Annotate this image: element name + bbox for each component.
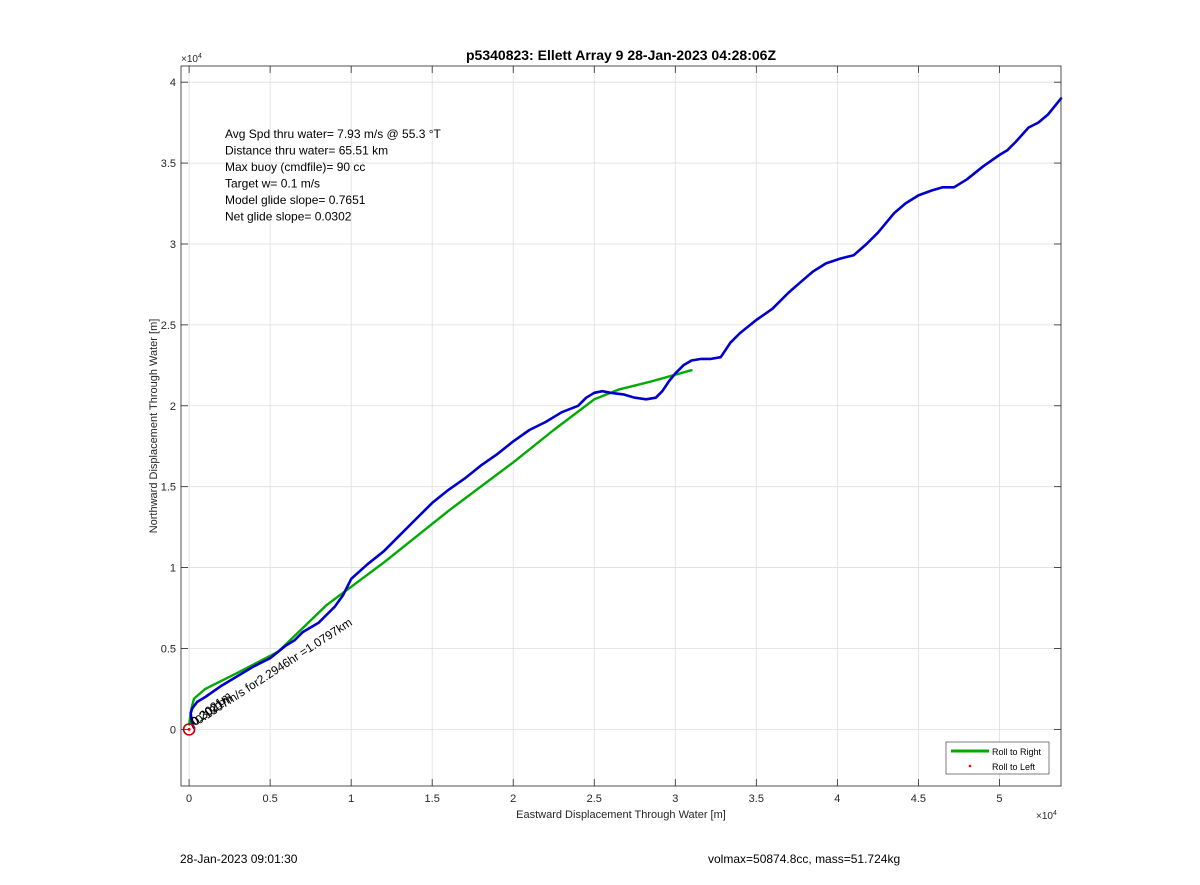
- y-exponent-label: ×104: [181, 53, 202, 65]
- x-tick-label: 5: [996, 793, 1002, 805]
- footer-mass-info: volmax=50874.8cc, mass=51.724kg: [708, 852, 901, 866]
- stats-annotation: Avg Spd thru water= 7.93 m/s @ 55.3 °T Di…: [225, 127, 442, 224]
- y-tick-label: 3: [170, 239, 176, 251]
- y-tick-label: 1.5: [161, 482, 176, 494]
- tick-labels: 0 0.5 1 1.5 2 2.5 3 3.5 4 4.5 5 0 0.5 1 1.5 2 2.5 3 3.5 4: [161, 77, 1003, 805]
- x-tick-label: 0: [186, 793, 192, 805]
- y-tick-label: 4: [170, 77, 176, 89]
- x-tick-label: 1.5: [425, 793, 440, 805]
- legend-label-roll-right: Roll to Right: [992, 747, 1042, 757]
- trajectory-line: [189, 97, 1063, 730]
- x-axis-label: Eastward Displacement Through Water [m]: [516, 809, 726, 821]
- x-tick-label: 3.5: [749, 793, 764, 805]
- legend-box: [945, 741, 1050, 775]
- annotation-line: Target w= 0.1 m/s: [225, 177, 320, 191]
- x-tick-label: 3: [672, 793, 678, 805]
- x-tick-label: 4: [834, 793, 840, 805]
- x-tick-label: 0.5: [262, 793, 277, 805]
- legend: Roll to Right Roll to Left: [945, 741, 1050, 775]
- y-tick-label: 1: [170, 563, 176, 575]
- x-tick-label: 4.5: [911, 793, 926, 805]
- y-axis-label: Northward Displacement Through Water [m]: [148, 319, 160, 534]
- x-tick-label: 2.5: [587, 793, 602, 805]
- annotation-line: Net glide slope= 0.0302: [225, 210, 352, 224]
- annotation-line: Distance thru water= 65.51 km: [225, 144, 388, 158]
- annotation-line: Avg Spd thru water= 7.93 m/s @ 55.3 °T: [225, 127, 442, 141]
- roll-left-point: [187, 727, 191, 731]
- plot-area: [181, 66, 1061, 786]
- x-tick-label: 1: [348, 793, 354, 805]
- plot-frame: [180, 65, 1062, 787]
- tick-marks: [181, 66, 1061, 786]
- y-tick-label: 3.5: [161, 158, 176, 170]
- legend-swatch-roll-left: [968, 764, 972, 768]
- annotation-line: Model glide slope= 0.7651: [225, 193, 366, 207]
- x-exponent-label: ×104: [1036, 810, 1057, 822]
- y-tick-label: 2: [170, 401, 176, 413]
- annotation-line: Max buoy (cmdfile)= 90 cc: [225, 160, 365, 174]
- legend-label-roll-left: Roll to Left: [992, 762, 1036, 772]
- footer-timestamp: 28-Jan-2023 09:01:30: [180, 852, 298, 866]
- y-tick-label: 2.5: [161, 320, 176, 332]
- y-tick-label: 0: [170, 724, 176, 736]
- chart-title: p5340823: Ellett Array 9 28-Jan-2023 04:…: [466, 47, 776, 63]
- series-layer: [182, 97, 1063, 736]
- y-tick-label: 0.5: [161, 643, 176, 655]
- grid-lines: [181, 66, 1061, 786]
- x-tick-label: 2: [510, 793, 516, 805]
